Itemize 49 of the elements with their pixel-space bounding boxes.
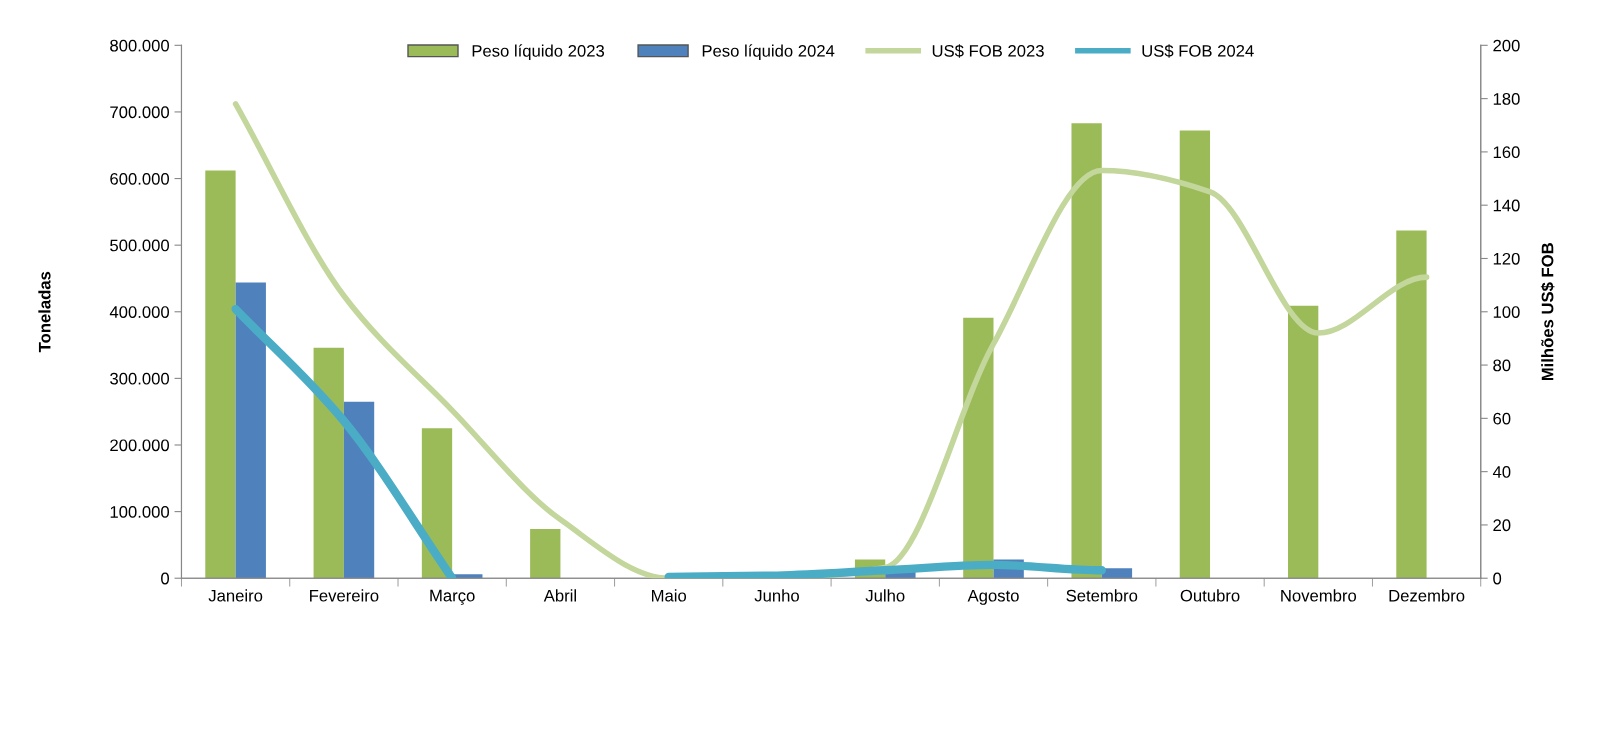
bar (235, 282, 266, 579)
x-tick-label: Abril (543, 589, 576, 602)
bar (421, 428, 453, 579)
y-axis-title: Toneladas (38, 271, 51, 353)
x-tick-label: Julho (865, 589, 905, 602)
x-tick-label: Agosto (967, 589, 1019, 605)
bar (1179, 130, 1211, 579)
y-tick-label: 200.000 (110, 439, 170, 452)
y2-tick-label: 0 (1493, 572, 1502, 585)
y2-tick-label: 160 (1493, 146, 1520, 159)
y2-tick-label: 40 (1492, 466, 1511, 478)
bar (1071, 123, 1102, 579)
y2-tick-label: 140 (1493, 199, 1520, 212)
x-tick-label: Setembro (1066, 589, 1138, 602)
y-tick-label: 400.000 (109, 306, 170, 318)
x-tick-label: Janeiro (208, 589, 263, 602)
y-tick-label: 600.000 (110, 172, 170, 185)
legend-label: US$ FOB 2023 (932, 44, 1044, 58)
x-tick-label: Maio (652, 589, 687, 602)
x-tick-label: Outubro (1180, 589, 1240, 602)
y2-tick-label: 20 (1493, 519, 1511, 532)
y2-tick-label: 120 (1493, 252, 1520, 265)
y2-tick-label: 200 (1493, 39, 1520, 52)
y2-tick-label: 80 (1493, 359, 1511, 372)
x-tick-label: Fevereiro (310, 589, 379, 602)
legend-label: Peso líquido 2024 (702, 44, 835, 61)
bar (1101, 568, 1133, 579)
y-tick-label: 0 (161, 572, 170, 585)
legend-label: US$ FOB 2024 (1142, 44, 1254, 58)
y2-tick-label: 180 (1493, 93, 1520, 105)
legend-label: Peso líquido 2023 (472, 44, 605, 61)
y-tick-label: 500.000 (110, 239, 170, 252)
bar (1288, 305, 1319, 579)
bar (1396, 230, 1427, 579)
y2-axis-title: Milhões US$ FOB (1540, 243, 1555, 381)
bar (343, 401, 375, 579)
y-tick-label: 700.000 (110, 106, 170, 119)
y2-tick-label: 100 (1493, 306, 1520, 318)
y-tick-label: 100.000 (110, 506, 170, 518)
bar (205, 170, 236, 579)
bar (530, 528, 561, 579)
y-tick-label: 300.000 (110, 372, 170, 385)
x-tick-label: Novembro (1281, 589, 1357, 602)
y2-tick-label: 60 (1493, 412, 1511, 425)
y-tick-label: 800.000 (110, 39, 170, 52)
x-tick-label: Junho (754, 589, 799, 602)
bar (313, 347, 344, 579)
x-tick-label: Dezembro (1389, 589, 1465, 602)
x-tick-label: Março (430, 589, 475, 605)
